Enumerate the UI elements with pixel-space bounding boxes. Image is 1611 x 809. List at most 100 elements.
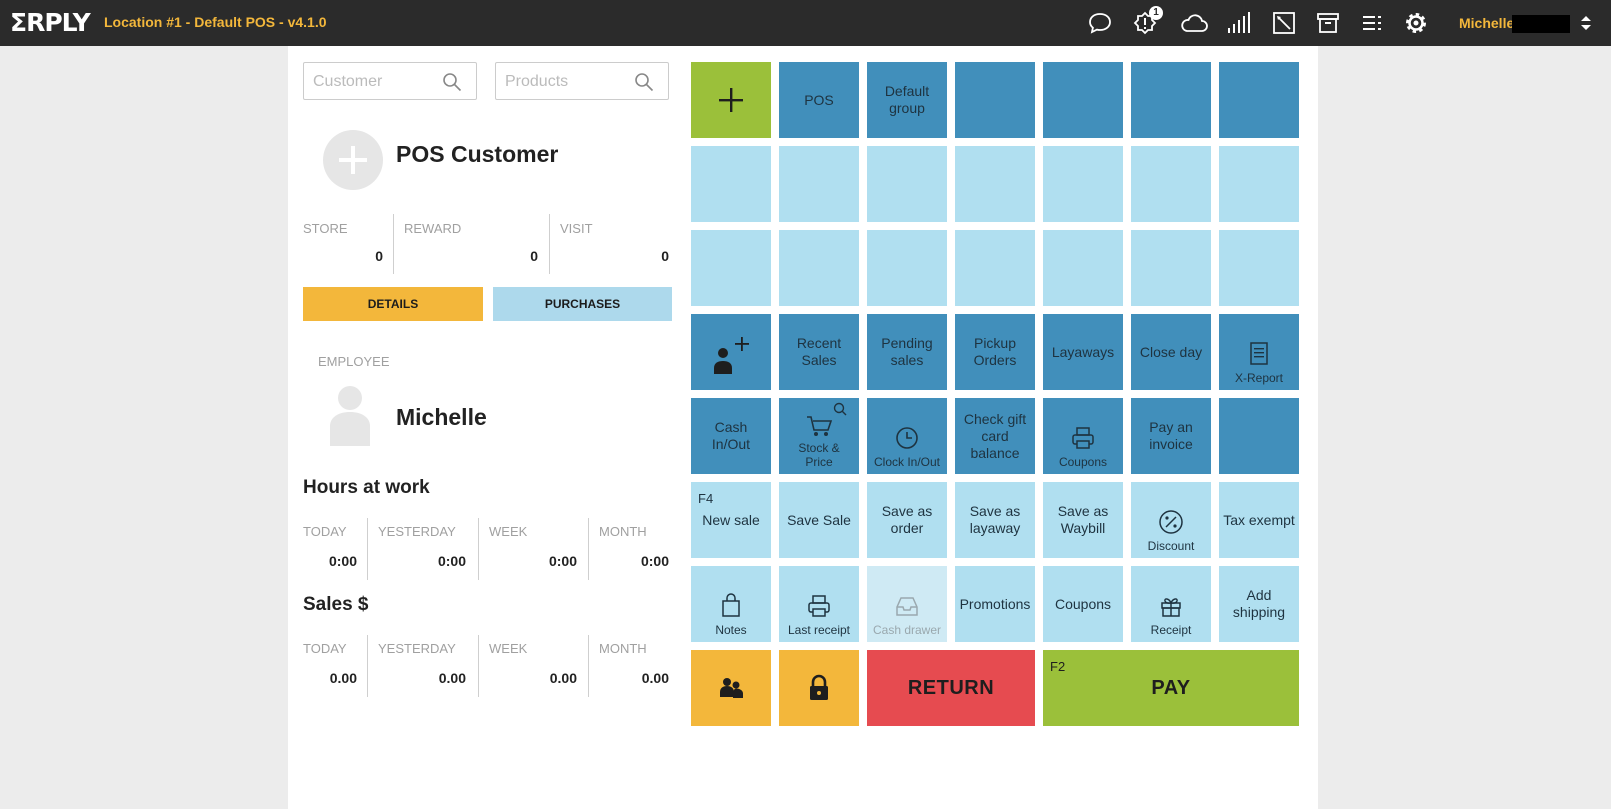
empty-product-tile[interactable] (1043, 146, 1123, 222)
empty-product-tile[interactable] (691, 146, 771, 222)
hours-today-value: 0:00 (328, 553, 357, 569)
empty-product-tile[interactable] (955, 146, 1035, 222)
details-button[interactable]: DETAILS (303, 287, 483, 321)
chat-icon[interactable] (1087, 10, 1113, 36)
new-sale-button[interactable]: F4 New sale (691, 482, 771, 558)
empty-product-tile[interactable] (1131, 146, 1211, 222)
default-group-button[interactable]: Default group (867, 62, 947, 138)
divider (367, 635, 368, 697)
hours-month-label: MONTH (599, 524, 647, 539)
empty-product-tile[interactable] (867, 146, 947, 222)
empty-product-tile[interactable] (1219, 230, 1299, 306)
save-as-layaway-button[interactable]: Save as layaway (955, 482, 1035, 558)
cash-drawer-button[interactable]: Cash drawer (867, 566, 947, 642)
store-label: STORE (303, 221, 348, 236)
users-icon (720, 678, 743, 698)
products-search[interactable] (495, 62, 669, 100)
chevron-updown-icon[interactable] (1580, 14, 1592, 32)
save-as-waybill-button[interactable]: Save as Waybill (1043, 482, 1123, 558)
save-as-order-button[interactable]: Save as order (867, 482, 947, 558)
x-report-button[interactable]: X-Report (1219, 314, 1299, 390)
divider (393, 214, 394, 274)
search-icon[interactable] (634, 72, 654, 92)
coupons-print-button[interactable]: Coupons (1043, 398, 1123, 474)
user-name[interactable]: Michelle (1459, 15, 1515, 31)
pos-group-button[interactable]: POS (779, 62, 859, 138)
empty-product-tile[interactable] (1131, 230, 1211, 306)
stock-price-button[interactable]: Stock & Price (779, 398, 859, 474)
redacted-block (1512, 15, 1570, 33)
divider (588, 635, 589, 697)
divider (549, 214, 550, 274)
pay-invoice-button[interactable]: Pay an invoice (1131, 398, 1211, 474)
customer-search[interactable] (303, 62, 477, 100)
visit-label: VISIT (560, 221, 593, 236)
location-title: Location #1 - Default POS - v4.1.0 (104, 14, 327, 30)
signal-icon[interactable] (1225, 10, 1251, 36)
f4-hotkey-label: F4 (698, 491, 714, 506)
add-customer-button[interactable] (691, 314, 771, 390)
sales-month-label: MONTH (599, 641, 647, 656)
divider (367, 518, 368, 580)
cloud-icon[interactable] (1178, 10, 1210, 36)
archive-icon[interactable] (1315, 10, 1341, 36)
plus-icon (719, 88, 743, 112)
add-customer-avatar[interactable] (323, 130, 383, 190)
save-sale-button[interactable]: Save Sale (779, 482, 859, 558)
empty-group-tile[interactable] (1043, 62, 1123, 138)
add-shipping-button[interactable]: Add shipping (1219, 566, 1299, 642)
main-panel: POS Customer STORE 0 REWARD 0 VISIT 0 DE… (288, 46, 1318, 809)
hours-today-label: TODAY (303, 524, 347, 539)
promotions-button[interactable]: Promotions (955, 566, 1035, 642)
search-icon[interactable] (442, 72, 462, 92)
switch-user-button[interactable] (691, 650, 771, 726)
empty-product-tile[interactable] (1043, 230, 1123, 306)
cash-inout-button[interactable]: Cash In/Out (691, 398, 771, 474)
employee-name: Michelle (396, 404, 487, 430)
notes-button[interactable]: Notes (691, 566, 771, 642)
alert-icon[interactable]: 1 (1132, 6, 1163, 36)
return-label: RETURN (907, 676, 995, 699)
empty-product-tile[interactable] (779, 146, 859, 222)
empty-group-tile[interactable] (1219, 62, 1299, 138)
last-receipt-label: Last receipt (787, 623, 851, 637)
divider (478, 518, 479, 580)
plus-icon (339, 146, 367, 174)
pickup-orders-button[interactable]: Pickup Orders (955, 314, 1035, 390)
stock-price-label: Stock & Price (798, 441, 840, 469)
lock-button[interactable] (779, 650, 859, 726)
reward-label: REWARD (404, 221, 462, 236)
empty-product-tile[interactable] (1219, 146, 1299, 222)
purchases-button[interactable]: PURCHASES (493, 287, 672, 321)
clock-inout-button[interactable]: Clock In/Out (867, 398, 947, 474)
return-button[interactable]: RETURN (867, 650, 1035, 726)
lock-icon (810, 674, 828, 700)
cash-drawer-label: Cash drawer (872, 623, 942, 637)
add-product-button[interactable] (691, 62, 771, 138)
products-search-input[interactable] (503, 71, 627, 93)
empty-product-tile[interactable] (867, 230, 947, 306)
empty-group-tile[interactable] (1131, 62, 1211, 138)
sales-yesterday-value: 0.00 (438, 670, 466, 686)
pending-sales-button[interactable]: Pending sales (867, 314, 947, 390)
list-icon[interactable] (1359, 10, 1385, 36)
discount-button[interactable]: Discount (1131, 482, 1211, 558)
tax-exempt-button[interactable]: Tax exempt (1219, 482, 1299, 558)
customer-search-input[interactable] (311, 71, 435, 93)
check-gift-card-button[interactable]: Check gift card balance (955, 398, 1035, 474)
empty-product-tile[interactable] (955, 230, 1035, 306)
pay-button[interactable]: F2 PAY (1043, 650, 1299, 726)
recent-sales-button[interactable]: Recent Sales (779, 314, 859, 390)
empty-product-tile[interactable] (779, 230, 859, 306)
coupons-button[interactable]: Coupons (1043, 566, 1123, 642)
empty-function-tile[interactable] (1219, 398, 1299, 474)
last-receipt-button[interactable]: Last receipt (779, 566, 859, 642)
close-day-button[interactable]: Close day (1131, 314, 1211, 390)
empty-product-tile[interactable] (691, 230, 771, 306)
gear-icon[interactable] (1403, 10, 1429, 36)
receipt-button[interactable]: Receipt (1131, 566, 1211, 642)
empty-group-tile[interactable] (955, 62, 1035, 138)
layaways-button[interactable]: Layaways (1043, 314, 1123, 390)
edit-icon[interactable] (1271, 10, 1297, 36)
sales-yesterday-label: YESTERDAY (378, 641, 456, 656)
